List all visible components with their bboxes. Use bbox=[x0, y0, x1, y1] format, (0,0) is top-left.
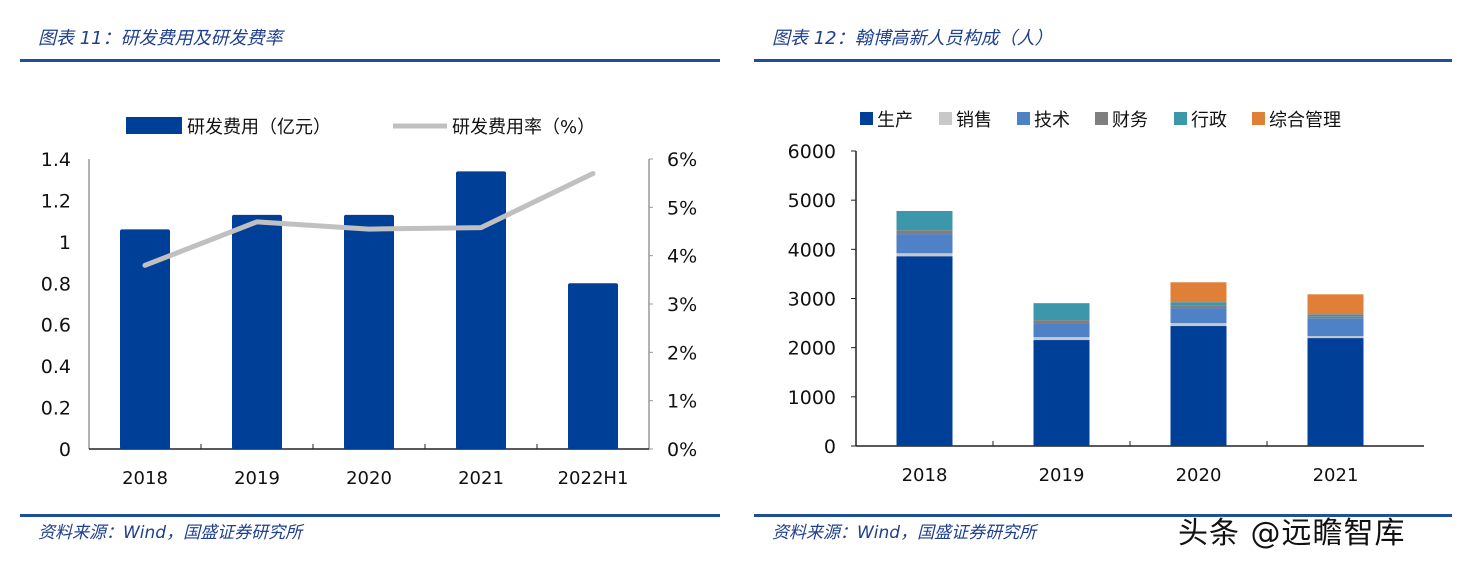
left-y-tick-label: 0.8 bbox=[41, 273, 71, 295]
x-tick-label: 2020 bbox=[346, 468, 392, 489]
segment-2021-技术 bbox=[1307, 318, 1364, 337]
x-tick-label: 2018 bbox=[122, 468, 168, 489]
left-y-tick-label: 1 bbox=[59, 232, 71, 254]
segment-2021-综合管理 bbox=[1307, 294, 1364, 315]
legend-label: 技术 bbox=[1034, 110, 1070, 131]
segment-2021-生产 bbox=[1307, 338, 1364, 446]
legend-swatch-生产 bbox=[860, 112, 873, 125]
bar-2020 bbox=[344, 214, 394, 449]
x-tick-label: 2019 bbox=[1039, 465, 1085, 486]
left-source: 资料来源：Wind，国盛证券研究所 bbox=[38, 523, 303, 543]
y-tick-label: 3000 bbox=[788, 289, 836, 311]
legend-label: 销售 bbox=[956, 110, 992, 131]
right-title-rule bbox=[754, 59, 1452, 62]
watermark: 头条 @远瞻智库 bbox=[1178, 516, 1406, 551]
left-y-tick-label: 1.2 bbox=[41, 190, 71, 212]
legend-label: 财务 bbox=[1112, 110, 1148, 131]
segment-2020-生产 bbox=[1170, 326, 1227, 446]
segment-2021-财务 bbox=[1307, 316, 1364, 319]
segment-2019-技术 bbox=[1033, 323, 1090, 338]
segment-2020-财务 bbox=[1170, 305, 1227, 309]
x-tick-label: 2021 bbox=[1313, 465, 1359, 486]
x-tick-label: 2019 bbox=[234, 468, 280, 489]
segment-2018-行政 bbox=[896, 210, 953, 231]
legend-swatch-行政 bbox=[1174, 112, 1187, 125]
left-title-rule bbox=[20, 59, 720, 62]
bar-2018 bbox=[120, 229, 170, 449]
right-source-rule bbox=[754, 514, 1452, 517]
right-y-tick-label: 0% bbox=[667, 439, 697, 461]
x-tick-label: 2021 bbox=[458, 468, 504, 489]
legend-swatch-销售 bbox=[939, 112, 952, 125]
legend-swatch-rd-expense bbox=[126, 117, 182, 134]
bar-2021 bbox=[456, 171, 506, 449]
segment-2020-综合管理 bbox=[1170, 282, 1227, 303]
segment-2020-技术 bbox=[1170, 308, 1227, 324]
left-y-tick-label: 0 bbox=[59, 439, 71, 461]
left-source-rule bbox=[20, 514, 720, 517]
legend-swatch-技术 bbox=[1017, 112, 1030, 125]
bar-2019 bbox=[232, 214, 282, 449]
segment-2018-生产 bbox=[896, 256, 953, 446]
segment-2019-财务 bbox=[1033, 320, 1090, 324]
y-tick-label: 0 bbox=[824, 436, 836, 458]
y-tick-label: 5000 bbox=[788, 190, 836, 212]
segment-2018-财务 bbox=[896, 230, 953, 235]
left-y-tick-label: 1.4 bbox=[41, 149, 71, 171]
segment-2018-技术 bbox=[896, 234, 953, 254]
y-tick-label: 1000 bbox=[788, 387, 836, 409]
legend-label-rd-rate: 研发费用率（%） bbox=[452, 117, 595, 138]
right-y-tick-label: 1% bbox=[667, 391, 697, 413]
right-y-tick-label: 5% bbox=[667, 197, 697, 219]
y-tick-label: 2000 bbox=[788, 338, 836, 360]
segment-2019-行政 bbox=[1033, 303, 1090, 321]
left-y-tick-label: 0.2 bbox=[41, 398, 71, 420]
right-y-tick-label: 6% bbox=[667, 149, 697, 171]
y-tick-label: 4000 bbox=[788, 239, 836, 261]
legend-label: 生产 bbox=[877, 110, 913, 131]
right-source: 资料来源：Wind，国盛证券研究所 bbox=[772, 523, 1037, 543]
legend-swatch-财务 bbox=[1095, 112, 1108, 125]
x-tick-label: 2020 bbox=[1176, 465, 1222, 486]
left-y-tick-label: 0.4 bbox=[41, 356, 71, 378]
x-tick-label: 2018 bbox=[902, 465, 948, 486]
legend-label-rd-expense: 研发费用（亿元） bbox=[187, 117, 331, 138]
left-chart-title: 图表 11：研发费用及研发费率 bbox=[38, 28, 283, 49]
right-y-tick-label: 2% bbox=[667, 342, 697, 364]
segment-2020-销售 bbox=[1170, 323, 1227, 327]
bar-2022H1 bbox=[568, 283, 618, 449]
left-y-tick-label: 0.6 bbox=[41, 315, 71, 337]
segment-2019-生产 bbox=[1033, 340, 1090, 446]
legend-label: 行政 bbox=[1191, 110, 1227, 131]
segment-2021-销售 bbox=[1307, 336, 1364, 339]
right-chart-title: 图表 12：翰博高新人员构成（人） bbox=[772, 28, 1053, 49]
segment-2021-行政 bbox=[1307, 314, 1364, 317]
legend-swatch-综合管理 bbox=[1252, 112, 1265, 125]
segment-2018-销售 bbox=[896, 253, 953, 257]
right-y-tick-label: 4% bbox=[667, 246, 697, 268]
x-tick-label: 2022H1 bbox=[558, 468, 629, 489]
y-tick-label: 6000 bbox=[788, 141, 836, 163]
segment-2020-行政 bbox=[1170, 302, 1227, 306]
legend-label: 综合管理 bbox=[1269, 110, 1341, 131]
segment-2019-销售 bbox=[1033, 337, 1090, 341]
right-y-tick-label: 3% bbox=[667, 294, 697, 316]
